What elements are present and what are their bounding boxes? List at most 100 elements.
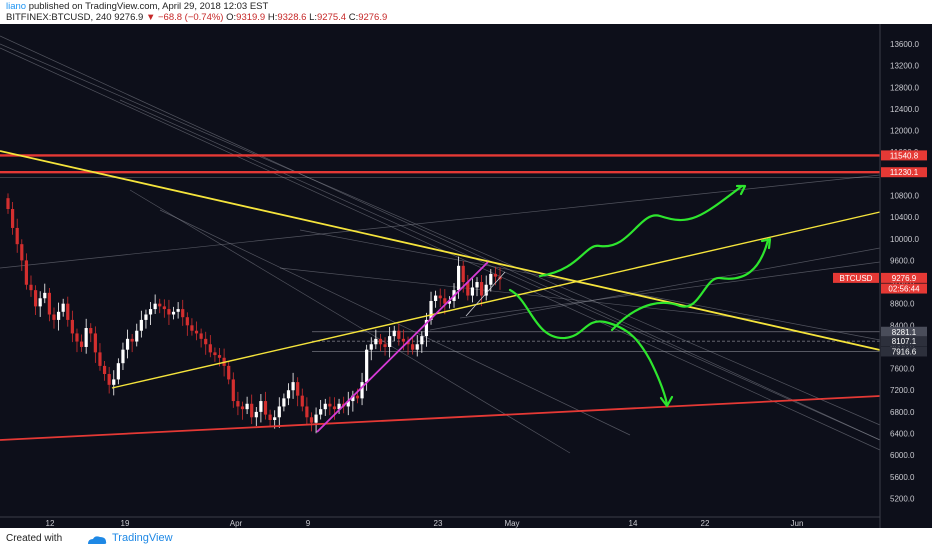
time-tick-label: May xyxy=(504,519,519,528)
price-tick-label: 12000.0 xyxy=(890,127,919,136)
price-tick-label: 9600.0 xyxy=(890,256,915,265)
candle-body xyxy=(130,338,134,342)
price-tick-label: 12800.0 xyxy=(890,83,919,92)
candle-body xyxy=(420,336,424,345)
candle-body xyxy=(447,300,452,304)
candle-body xyxy=(116,363,120,380)
projection-arrow-path xyxy=(538,184,744,278)
price-chart[interactable]: 13600.013200.012800.012400.012000.011600… xyxy=(0,24,932,528)
time-axis[interactable]: 12 19 Apr 9 23 May 14 22 Jun xyxy=(46,519,804,528)
candle-body xyxy=(33,290,38,307)
price-tick-label: 10800.0 xyxy=(890,191,919,200)
candle-body xyxy=(429,300,433,320)
candle-body xyxy=(112,379,116,385)
candle-body xyxy=(268,414,272,420)
candle-body xyxy=(79,341,84,347)
candle-body xyxy=(360,382,364,399)
candle-body xyxy=(374,338,378,345)
price-tag-background xyxy=(881,150,927,161)
candle-body xyxy=(10,209,15,228)
time-tick-label: Jun xyxy=(791,519,804,528)
candle-body xyxy=(6,198,10,210)
time-tick-label: 12 xyxy=(46,519,55,528)
candle-body xyxy=(144,314,148,320)
candle-body xyxy=(443,298,447,304)
trendlines-layer xyxy=(0,150,881,441)
candle-body xyxy=(493,273,498,277)
candle-body xyxy=(208,344,212,353)
candle-body xyxy=(438,295,442,299)
publish-info: published on TradingView.com, April 29, … xyxy=(26,1,269,12)
price-tag-label: 11540.8 xyxy=(890,151,919,160)
candle-body xyxy=(277,406,281,418)
candle-body xyxy=(470,287,475,296)
candle-body xyxy=(236,401,240,407)
candle-body xyxy=(38,298,42,307)
price-tag-background xyxy=(881,326,927,337)
annotation-line xyxy=(459,261,881,319)
time-tick-label: Apr xyxy=(230,519,243,528)
price-tag-background xyxy=(881,283,927,294)
price-tick-label: 10400.0 xyxy=(890,213,919,222)
candle-body xyxy=(89,328,93,334)
candle-body xyxy=(15,227,19,245)
candle-body xyxy=(259,401,263,412)
candle-body xyxy=(305,406,309,418)
candle-body xyxy=(153,303,157,310)
candle-body xyxy=(466,282,470,296)
candle-body xyxy=(70,319,74,334)
price-tag-background xyxy=(881,272,927,283)
price-tick-label: 6000.0 xyxy=(890,451,915,460)
price-tag-label: 8107.1 xyxy=(892,337,917,346)
candle-body xyxy=(75,333,79,342)
price-tag-background xyxy=(881,336,927,347)
candle-body xyxy=(199,333,203,339)
author-link[interactable]: liano xyxy=(6,1,27,12)
price-tick-label: 13600.0 xyxy=(890,40,919,49)
tradingview-logo-text[interactable]: TradingView xyxy=(112,532,173,544)
candle-body xyxy=(139,319,143,331)
candle-body xyxy=(323,403,327,410)
close-value: 9276.9 xyxy=(358,12,388,23)
price-tick-label: 6400.0 xyxy=(890,430,915,439)
time-tick-label: 19 xyxy=(121,519,130,528)
time-tick-label: 14 xyxy=(629,519,638,528)
candle-body xyxy=(98,352,102,366)
candle-body xyxy=(378,338,383,345)
tradingview-cloud-icon xyxy=(88,536,107,544)
price-tick-label: 5600.0 xyxy=(890,473,915,482)
candle-body xyxy=(286,390,291,399)
ascending-trendline xyxy=(111,211,881,389)
rising-channel-line xyxy=(316,261,489,433)
candle-body xyxy=(24,260,28,285)
candle-body xyxy=(181,309,185,318)
candle-body xyxy=(29,284,33,291)
candle-body xyxy=(217,355,222,358)
candle-body xyxy=(273,417,277,420)
annotation-line xyxy=(0,47,881,451)
candle-body xyxy=(355,395,360,399)
price-tick-label: 7200.0 xyxy=(890,386,915,395)
candle-body xyxy=(190,325,194,331)
candle-body xyxy=(415,344,419,350)
down-triangle-icon: ▼ xyxy=(145,12,156,23)
candle-body xyxy=(245,403,249,410)
candle-body xyxy=(254,411,258,418)
candle-body xyxy=(148,309,153,315)
price-tick-label: 7600.0 xyxy=(890,365,915,374)
candle-body xyxy=(369,344,373,350)
candle-body xyxy=(61,303,65,312)
candle-body xyxy=(489,273,493,285)
arrow-head-icon xyxy=(735,184,747,196)
candles-layer xyxy=(6,193,502,434)
price-tag-label: 8281.1 xyxy=(892,328,917,337)
projection-arrows xyxy=(508,184,772,408)
candle-body xyxy=(204,338,208,345)
candle-body xyxy=(162,306,166,310)
candle-body xyxy=(411,344,415,350)
price-tick-label: 6800.0 xyxy=(890,408,915,417)
price-change: −68.8 (−0.74%) xyxy=(157,12,224,23)
candle-body xyxy=(484,284,488,296)
candle-body xyxy=(365,349,369,383)
